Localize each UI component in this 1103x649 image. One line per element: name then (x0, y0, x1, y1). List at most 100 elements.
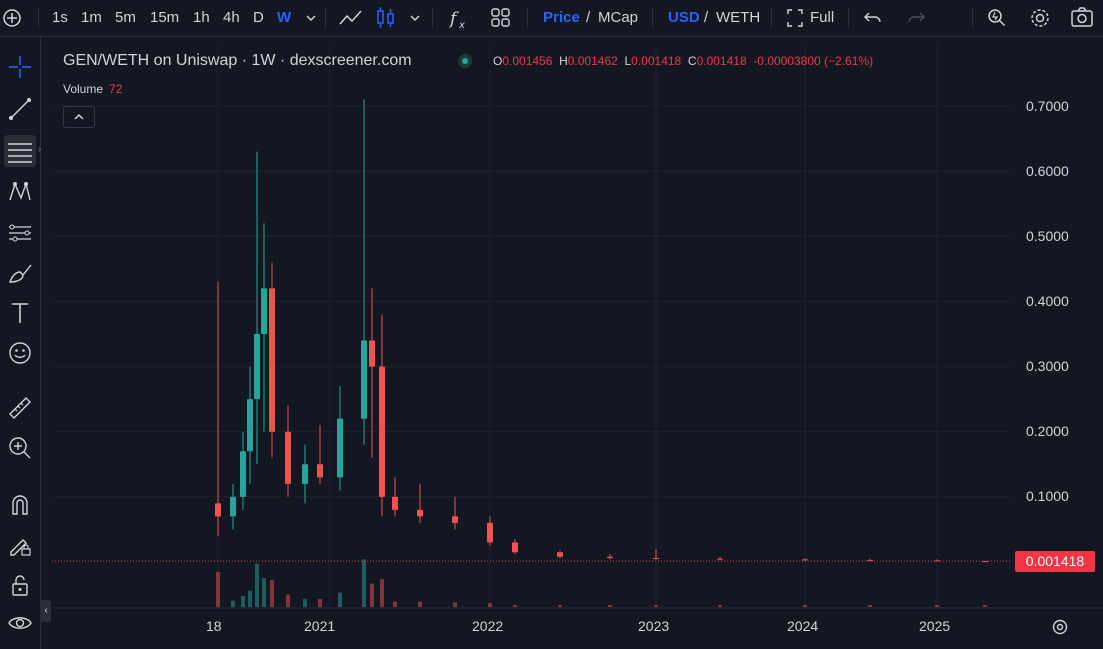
volume-bar (362, 559, 366, 607)
volume-bar (262, 578, 266, 607)
close-label: C (687, 54, 697, 68)
interval-dropdown-icon[interactable] (304, 0, 318, 36)
lock-pencil-icon[interactable] (4, 529, 36, 561)
camera-snapshot-icon[interactable] (1070, 0, 1094, 36)
candle-body (487, 522, 493, 543)
emoji-icon[interactable] (4, 337, 36, 369)
usd-toggle[interactable]: USD (668, 9, 700, 26)
interval-1s[interactable]: 1s (52, 9, 68, 26)
candle-body (379, 366, 385, 497)
interval-1h[interactable]: 1h (193, 9, 210, 26)
settings-gear-icon[interactable] (1029, 0, 1051, 36)
forecast-icon[interactable] (4, 217, 36, 249)
candle-body (452, 516, 458, 523)
toolbar-divider (652, 8, 653, 28)
volume-bar (216, 571, 220, 607)
trend-line-icon[interactable] (4, 93, 36, 125)
candle-body (653, 558, 659, 560)
quick-search-icon[interactable] (986, 0, 1008, 36)
candle-body (215, 503, 221, 517)
add-symbol-icon[interactable] (2, 0, 22, 36)
x-tick-label: 18 (206, 618, 222, 634)
mcap-toggle[interactable]: MCap (598, 9, 639, 26)
collapse-legend-button[interactable] (63, 106, 95, 128)
high-label: H (559, 54, 568, 68)
x-tick-label: 2024 (787, 618, 819, 634)
volume-legend: Volume 72 (63, 82, 122, 96)
y-tick-label: 0.4000 (1026, 293, 1069, 309)
volume-bar (983, 605, 987, 607)
price-mcap-separator: / (586, 9, 591, 26)
candle-body (337, 418, 343, 478)
interval-5m[interactable]: 5m (115, 9, 136, 26)
weth-toggle[interactable]: WETH (716, 9, 761, 26)
text-tool-icon[interactable] (4, 297, 36, 329)
x-tick-label: 2021 (304, 618, 336, 634)
scale-settings-icon[interactable] (1050, 617, 1070, 642)
volume-bar (248, 590, 252, 607)
interval-1m[interactable]: 1m (81, 9, 102, 26)
lock-icon[interactable] (4, 569, 36, 601)
y-tick-label: 0.1000 (1026, 488, 1069, 504)
volume-bar (231, 600, 235, 607)
volume-bar (608, 605, 612, 607)
x-tick-label: 2023 (638, 618, 670, 634)
candles-chart-icon[interactable] (375, 0, 397, 36)
candle-body (254, 334, 260, 400)
volume-bar (393, 601, 397, 607)
interval-4h[interactable]: 4h (223, 9, 240, 26)
volume-bar (338, 592, 342, 607)
full-button[interactable]: Full (810, 9, 835, 26)
volume-bar (513, 604, 517, 607)
candle-body (512, 542, 518, 553)
interval-w[interactable]: W (277, 9, 292, 26)
candle-body (557, 552, 563, 557)
redo-icon[interactable] (906, 0, 926, 36)
price-toggle[interactable]: Price (543, 9, 580, 26)
y-tick-label: 0.6000 (1026, 163, 1069, 179)
toolbar-divider (848, 8, 849, 28)
open-value: 0.001456 (502, 54, 553, 68)
volume-bar (303, 598, 307, 607)
volume-value: 72 (109, 82, 123, 96)
toolbar-divider (771, 8, 772, 28)
eye-icon[interactable] (4, 607, 36, 639)
svg-text:f: f (448, 9, 459, 29)
sidebar-collapse-arrow[interactable]: ‹ (41, 600, 51, 622)
chart-type-dropdown-icon[interactable] (408, 0, 422, 36)
market-status-dot (458, 54, 472, 68)
volume-bar (718, 605, 722, 607)
magnet-icon[interactable] (4, 489, 36, 521)
candle-body (317, 464, 323, 478)
pattern-icon[interactable] (4, 175, 36, 207)
tool-flyout-arrow[interactable]: › (38, 144, 42, 155)
undo-icon[interactable] (863, 0, 883, 36)
drawing-toolbar (0, 37, 41, 649)
volume-bar (488, 602, 492, 607)
toolbar-divider (325, 8, 326, 28)
brush-icon[interactable] (4, 257, 36, 289)
volume-bar (935, 605, 939, 607)
y-tick-label: 0.3000 (1026, 358, 1069, 374)
ruler-icon[interactable] (4, 392, 36, 424)
interval-d[interactable]: D (253, 9, 264, 26)
volume-bar (241, 596, 245, 607)
candle-body (240, 451, 246, 497)
fib-retracement-icon[interactable] (4, 135, 36, 167)
volume-bar (868, 605, 872, 607)
fullscreen-icon[interactable] (786, 0, 804, 36)
candle-body (302, 464, 308, 484)
high-value: 0.001462 (567, 54, 618, 68)
layout-grid-icon[interactable] (490, 0, 512, 36)
line-chart-icon[interactable] (338, 0, 364, 36)
zoom-in-icon[interactable] (4, 432, 36, 464)
crosshair-icon[interactable] (4, 51, 36, 83)
candle-body (269, 288, 275, 432)
low-label: L (624, 54, 632, 68)
interval-15m[interactable]: 15m (150, 9, 180, 26)
candle-body (717, 558, 723, 560)
volume-bar (453, 602, 457, 607)
